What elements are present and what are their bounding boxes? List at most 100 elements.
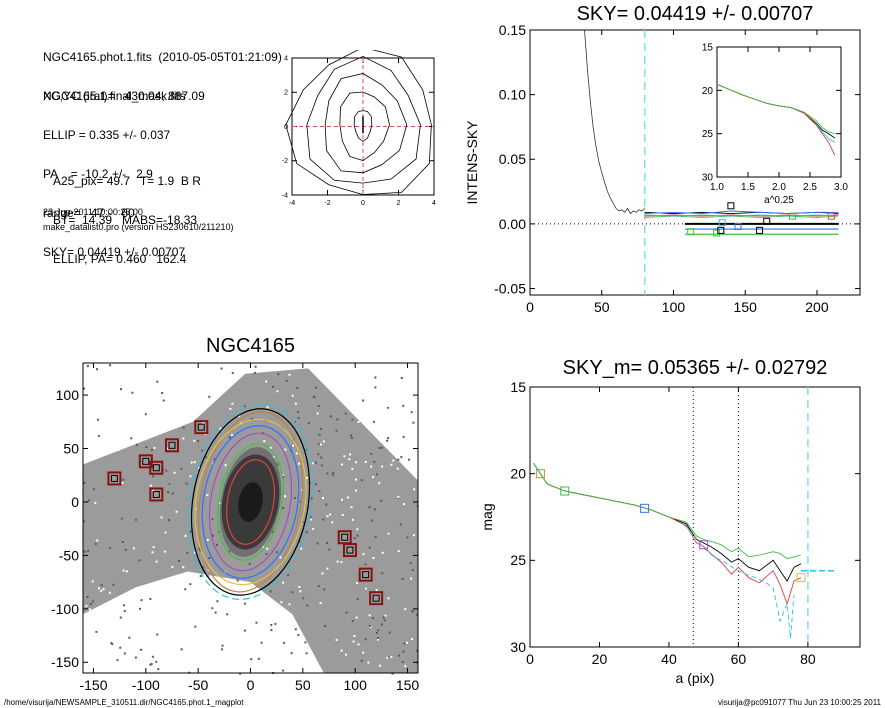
noise-speck bbox=[352, 640, 355, 643]
y-tick-label: 0 bbox=[71, 494, 79, 510]
noise-speck bbox=[83, 413, 86, 416]
noise-speck bbox=[128, 636, 131, 639]
noise-speck bbox=[119, 616, 122, 619]
noise-speck bbox=[374, 386, 377, 389]
noise-speck bbox=[400, 377, 403, 380]
info-line: SKY= 0.04419 +/- 0.00707 bbox=[43, 245, 186, 259]
noise-speck bbox=[232, 624, 235, 627]
noise-speck bbox=[375, 631, 378, 634]
x-axis-label: a (pix) bbox=[676, 670, 715, 686]
noise-speck bbox=[265, 553, 268, 556]
noise-speck bbox=[381, 465, 384, 468]
noise-speck bbox=[86, 369, 89, 372]
noise-speck bbox=[151, 655, 154, 658]
noise-speck bbox=[262, 546, 265, 549]
isophote-ellipse bbox=[226, 459, 275, 545]
noise-speck bbox=[276, 463, 279, 466]
y-axis-label: INTENS-SKY bbox=[464, 120, 480, 205]
noise-speck bbox=[401, 577, 404, 580]
noise-speck bbox=[282, 669, 285, 672]
noise-speck bbox=[411, 569, 414, 572]
masked-star-box bbox=[149, 460, 164, 475]
noise-speck bbox=[119, 646, 122, 649]
noise-speck bbox=[404, 608, 407, 611]
noise-speck bbox=[381, 551, 384, 554]
noise-speck bbox=[160, 422, 163, 425]
masked-star-box bbox=[342, 543, 357, 558]
noise-speck bbox=[250, 417, 253, 420]
noise-speck bbox=[122, 478, 125, 481]
noise-speck bbox=[214, 611, 217, 614]
noise-speck bbox=[281, 630, 284, 633]
contour-level bbox=[324, 73, 408, 174]
noise-speck bbox=[96, 539, 99, 542]
noise-speck bbox=[208, 629, 211, 632]
x-tick-label: -100 bbox=[132, 677, 160, 690]
noise-speck bbox=[121, 540, 124, 543]
noise-speck bbox=[402, 435, 405, 438]
noise-speck bbox=[230, 434, 233, 437]
noise-speck bbox=[298, 585, 301, 588]
noise-speck bbox=[405, 641, 408, 644]
info-line: PA = -10.2 +/- 2.9 bbox=[43, 167, 153, 181]
inset-x-axis-label: a^0.25 bbox=[764, 195, 794, 206]
noise-speck bbox=[320, 456, 323, 459]
noise-speck bbox=[149, 597, 152, 600]
file-info: NGC4165.phot.1.fits (2010-05-05T01:21:09… bbox=[43, 25, 282, 116]
noise-speck bbox=[274, 622, 277, 625]
noise-speck bbox=[135, 436, 138, 439]
y-tick-label: -50 bbox=[59, 547, 79, 563]
noise-speck bbox=[89, 633, 92, 636]
noise-speck bbox=[193, 439, 196, 442]
noise-speck bbox=[125, 599, 128, 602]
noise-speck bbox=[275, 551, 278, 554]
noise-speck bbox=[231, 402, 234, 405]
noise-speck bbox=[396, 467, 399, 470]
noise-speck bbox=[123, 604, 126, 607]
noise-speck bbox=[364, 460, 367, 463]
noise-speck bbox=[290, 652, 293, 655]
noise-speck bbox=[294, 497, 297, 500]
y-tick-label: 25 bbox=[702, 129, 714, 140]
masked-star-inner bbox=[372, 594, 380, 602]
noise-speck bbox=[370, 411, 373, 414]
noise-speck bbox=[300, 547, 303, 550]
noise-speck bbox=[131, 391, 134, 394]
x-tick-label: 1.5 bbox=[741, 182, 755, 193]
noise-speck bbox=[85, 604, 88, 607]
noise-speck bbox=[186, 407, 189, 410]
noise-speck bbox=[237, 414, 240, 417]
noise-speck bbox=[409, 443, 412, 446]
noise-speck bbox=[348, 458, 351, 461]
noise-speck bbox=[112, 654, 115, 657]
noise-speck bbox=[149, 663, 152, 666]
noise-speck bbox=[319, 602, 322, 605]
noise-speck bbox=[138, 607, 141, 610]
noise-speck bbox=[298, 462, 301, 465]
noise-speck bbox=[86, 377, 89, 380]
contour-level bbox=[285, 50, 432, 195]
noise-speck bbox=[378, 664, 381, 667]
noise-speck bbox=[180, 467, 183, 470]
masked-star-inner bbox=[152, 464, 160, 472]
noise-speck bbox=[269, 647, 272, 650]
noise-speck bbox=[208, 395, 211, 398]
noise-speck bbox=[317, 585, 320, 588]
noise-speck bbox=[372, 556, 375, 559]
noise-speck bbox=[227, 658, 230, 661]
x-tick-label: -4 bbox=[289, 200, 295, 207]
chart-title: NGC4165 bbox=[206, 335, 295, 357]
noise-speck bbox=[199, 549, 202, 552]
noise-speck bbox=[281, 618, 284, 621]
noise-speck bbox=[109, 546, 112, 549]
noise-speck bbox=[121, 481, 124, 484]
noise-speck bbox=[355, 616, 358, 619]
noise-speck bbox=[351, 518, 354, 521]
noise-speck bbox=[378, 447, 381, 450]
noise-speck bbox=[123, 652, 126, 655]
noise-speck bbox=[283, 641, 286, 644]
noise-speck bbox=[386, 439, 389, 442]
masked-star-box bbox=[164, 438, 179, 453]
noise-speck bbox=[155, 560, 158, 563]
run-date: 23-Jun-2011 10:00:25.00 bbox=[43, 207, 143, 217]
